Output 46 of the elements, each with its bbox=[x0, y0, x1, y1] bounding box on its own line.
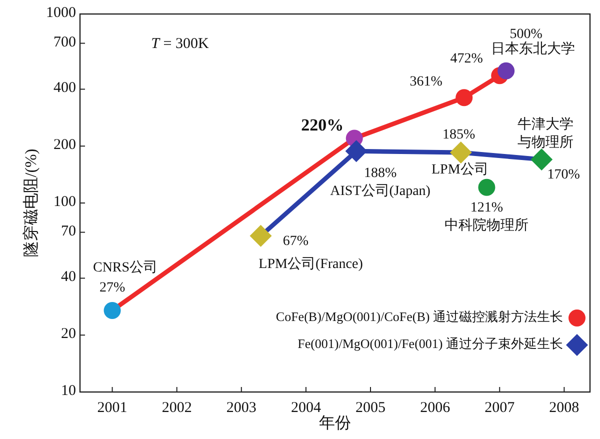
y-tick-label: 200 bbox=[54, 138, 76, 154]
point bbox=[498, 62, 515, 80]
data-label: 27% bbox=[99, 280, 126, 296]
y-tick-label: 100 bbox=[54, 194, 76, 210]
y-tick-label: 400 bbox=[54, 80, 76, 97]
data-label: 361% bbox=[410, 74, 443, 90]
data-label: 121% bbox=[470, 200, 504, 216]
point bbox=[345, 140, 368, 162]
annotation: CNRS公司 bbox=[92, 260, 158, 276]
x-tick-label: 2003 bbox=[226, 400, 256, 416]
x-tick-label: 2004 bbox=[290, 400, 322, 416]
x-axis-title: 年份 bbox=[319, 414, 351, 432]
x-tick-label: 2002 bbox=[162, 400, 192, 416]
y-tick-label: 70 bbox=[61, 224, 76, 240]
x-tick-label: 2007 bbox=[484, 400, 516, 416]
y-tick-label: 40 bbox=[61, 270, 76, 286]
legend-label: CoFe(B)/MgO(001)/CoFe(B) 通过磁控溅射方法生长 bbox=[276, 308, 563, 324]
x-tick-label: 2001 bbox=[97, 400, 128, 416]
data-label: 185% bbox=[442, 128, 476, 143]
data-label: 220% bbox=[301, 115, 344, 134]
point bbox=[478, 178, 496, 196]
y-tick-label: 10 bbox=[61, 383, 76, 400]
annotation: AIST公司(Japan) bbox=[330, 183, 431, 200]
y-tick-label: 700 bbox=[54, 34, 76, 51]
data-label: 500% bbox=[510, 27, 543, 42]
annotation: LPM公司 bbox=[431, 162, 488, 178]
annotation: 牛津大学与物理所 bbox=[518, 116, 574, 151]
x-tick-label: 2008 bbox=[549, 400, 580, 416]
y-axis-title: 隧穿磁电阻/(%) bbox=[22, 148, 40, 258]
x-tick-label: 2006 bbox=[420, 400, 451, 416]
y-tick-label: 1000 bbox=[46, 5, 76, 22]
data-label: 170% bbox=[547, 168, 580, 183]
annotation: 中科院物理所 bbox=[444, 218, 529, 234]
point bbox=[250, 224, 272, 247]
annotation: LPM公司(France) bbox=[258, 256, 364, 272]
annotation: T = 300K bbox=[151, 36, 209, 52]
point bbox=[450, 142, 472, 164]
annotation: 日本东北大学 bbox=[491, 41, 576, 58]
data-label: 67% bbox=[282, 234, 309, 250]
point bbox=[456, 89, 473, 106]
legend-label: Fe(001)/MgO(001)/Fe(001) 通过分子束外延生长 bbox=[298, 336, 563, 351]
data-label: 188% bbox=[364, 166, 397, 182]
point bbox=[104, 302, 121, 319]
y-tick-label: 20 bbox=[61, 326, 76, 343]
data-label: 472% bbox=[450, 52, 484, 67]
x-tick-label: 2005 bbox=[356, 400, 386, 416]
